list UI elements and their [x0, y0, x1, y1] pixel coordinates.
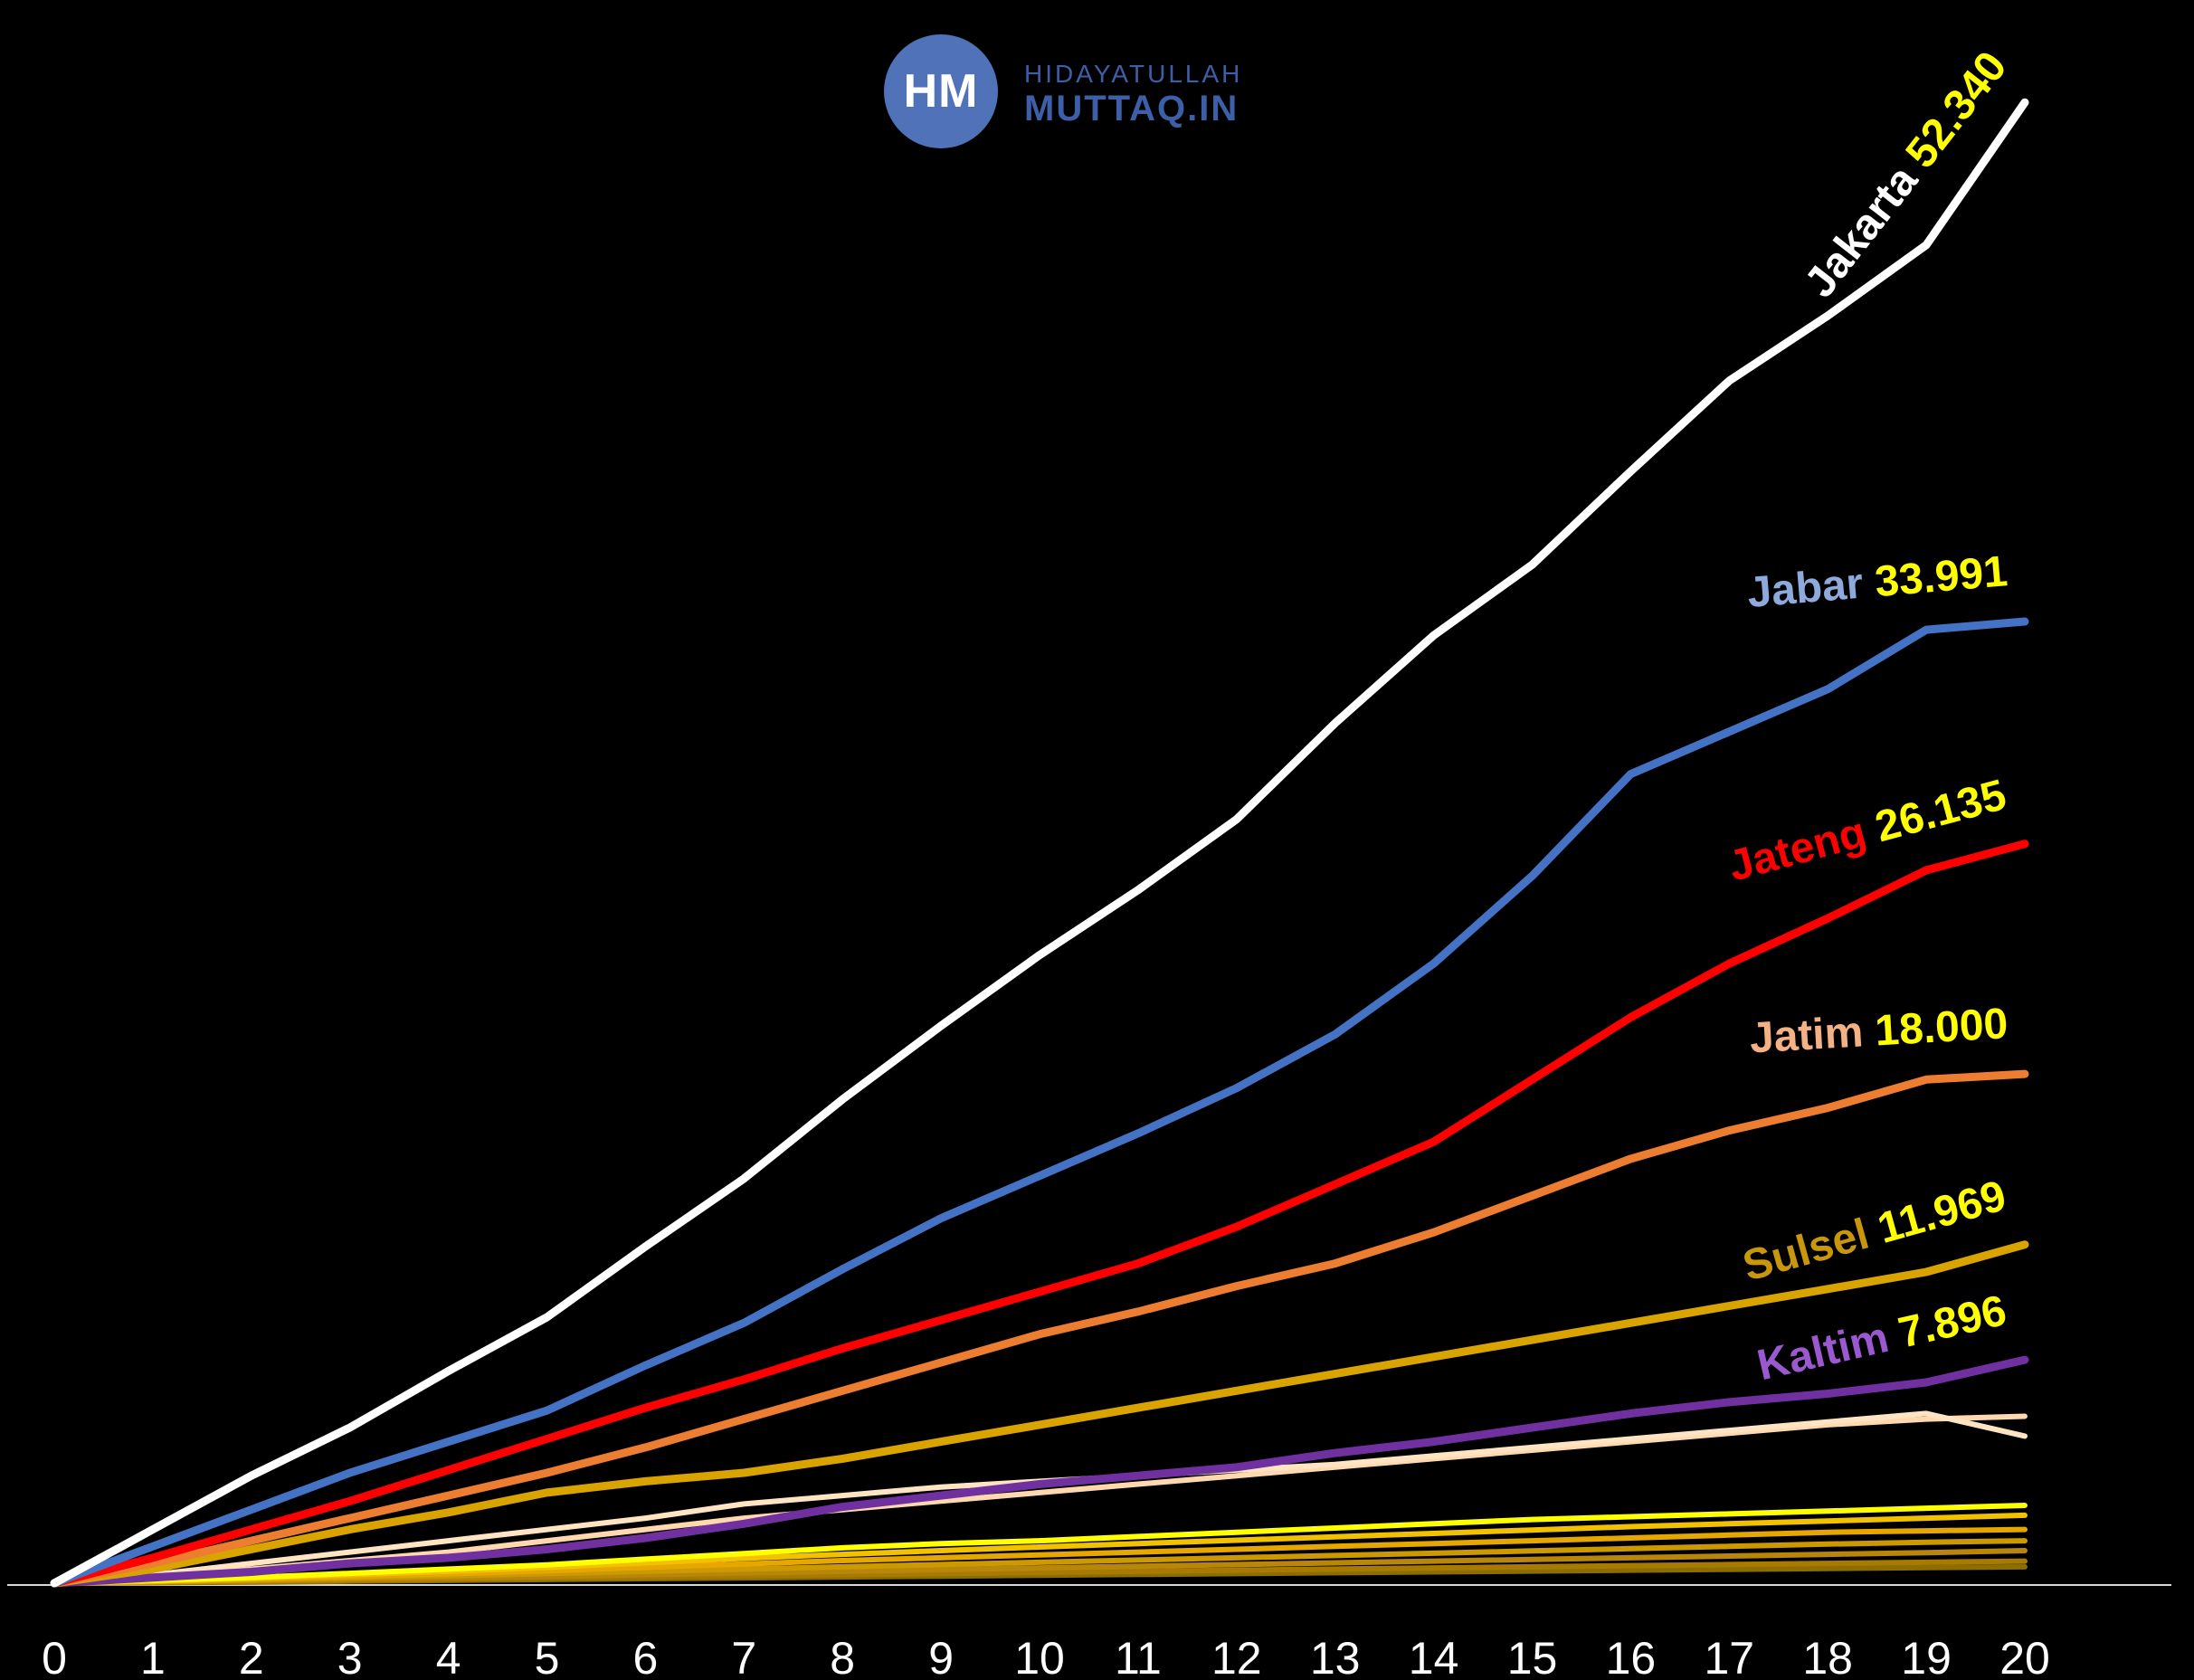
series-line-jateng: [50, 840, 2029, 1588]
series-value: 18.000: [1874, 1000, 2009, 1055]
logo-initials: HM: [903, 65, 979, 118]
x-tick-label: 0: [42, 1633, 67, 1680]
x-tick-label: 9: [928, 1633, 954, 1680]
x-tick-label: 13: [1310, 1633, 1361, 1680]
series-name: Jakarta: [1796, 147, 1934, 307]
series-name: Jabar: [1745, 558, 1876, 617]
series-value: 33.991: [1873, 547, 2009, 606]
x-tick-label: 7: [731, 1633, 756, 1680]
series-line-jabar: [50, 617, 2029, 1588]
x-tick-label: 12: [1211, 1633, 1262, 1680]
series-label-jabar: Jabar 33.991: [1745, 547, 2009, 617]
series-value: 26.135: [1870, 771, 2011, 851]
x-tick-label: 6: [632, 1633, 658, 1680]
series-label-jatim: Jatim 18.000: [1749, 1000, 2009, 1062]
x-tick-label: 17: [1704, 1633, 1754, 1680]
series-value: 11.969: [1873, 1172, 2011, 1253]
x-tick-label: 16: [1606, 1633, 1657, 1680]
series-label-jateng: Jateng 26.135: [1724, 771, 2011, 891]
x-tick-label: 11: [1115, 1633, 1162, 1680]
series-name: Sulsel: [1738, 1207, 1885, 1291]
logo-badge: HM: [884, 34, 998, 148]
x-tick-label: 2: [239, 1633, 264, 1680]
x-tick-label: 15: [1507, 1633, 1558, 1680]
series-line-other-8: [52, 1503, 2028, 1586]
series-line-sulsel: [50, 1240, 2029, 1588]
x-tick-label: 14: [1409, 1633, 1459, 1680]
logo-line2: MUTTAQ.IN: [1024, 89, 1239, 128]
x-tick-label: 18: [1802, 1633, 1853, 1680]
series-label-jakarta: Jakarta 52.340: [1796, 43, 2017, 306]
x-tick-label: 3: [337, 1633, 363, 1680]
series-name: Jatim: [1749, 1008, 1877, 1063]
x-tick-labels: 0 1 2 3 4 5 6 7 8 9 10 11 12 13 14 15 16 17 18 19 20: [42, 1633, 2050, 1680]
series-label-sulsel: Sulsel 11.969: [1738, 1172, 2011, 1290]
x-tick-label: 20: [1999, 1633, 2050, 1680]
series-value: 7.896: [1895, 1286, 2011, 1357]
series-name: Jateng: [1724, 805, 1883, 891]
x-tick-label: 5: [535, 1633, 560, 1680]
site-logo: HM HIDAYATULLAH MUTTAQ.IN: [884, 34, 1264, 152]
series-group: [50, 98, 2029, 1588]
x-tick-label: 10: [1014, 1633, 1065, 1680]
series-name: Kaltim: [1753, 1311, 1905, 1390]
logo-line1: HIDAYATULLAH: [1024, 60, 1243, 88]
series-value: 52.340: [1897, 43, 2017, 176]
series-line-kaltim: [50, 1355, 2029, 1588]
series-line-jakarta: [50, 98, 2029, 1588]
x-tick-label: 8: [830, 1633, 855, 1680]
x-tick-label: 19: [1901, 1633, 1952, 1680]
x-tick-label: 4: [436, 1633, 461, 1680]
x-tick-label: 1: [140, 1633, 166, 1680]
series-line-jatim: [50, 1069, 2029, 1588]
